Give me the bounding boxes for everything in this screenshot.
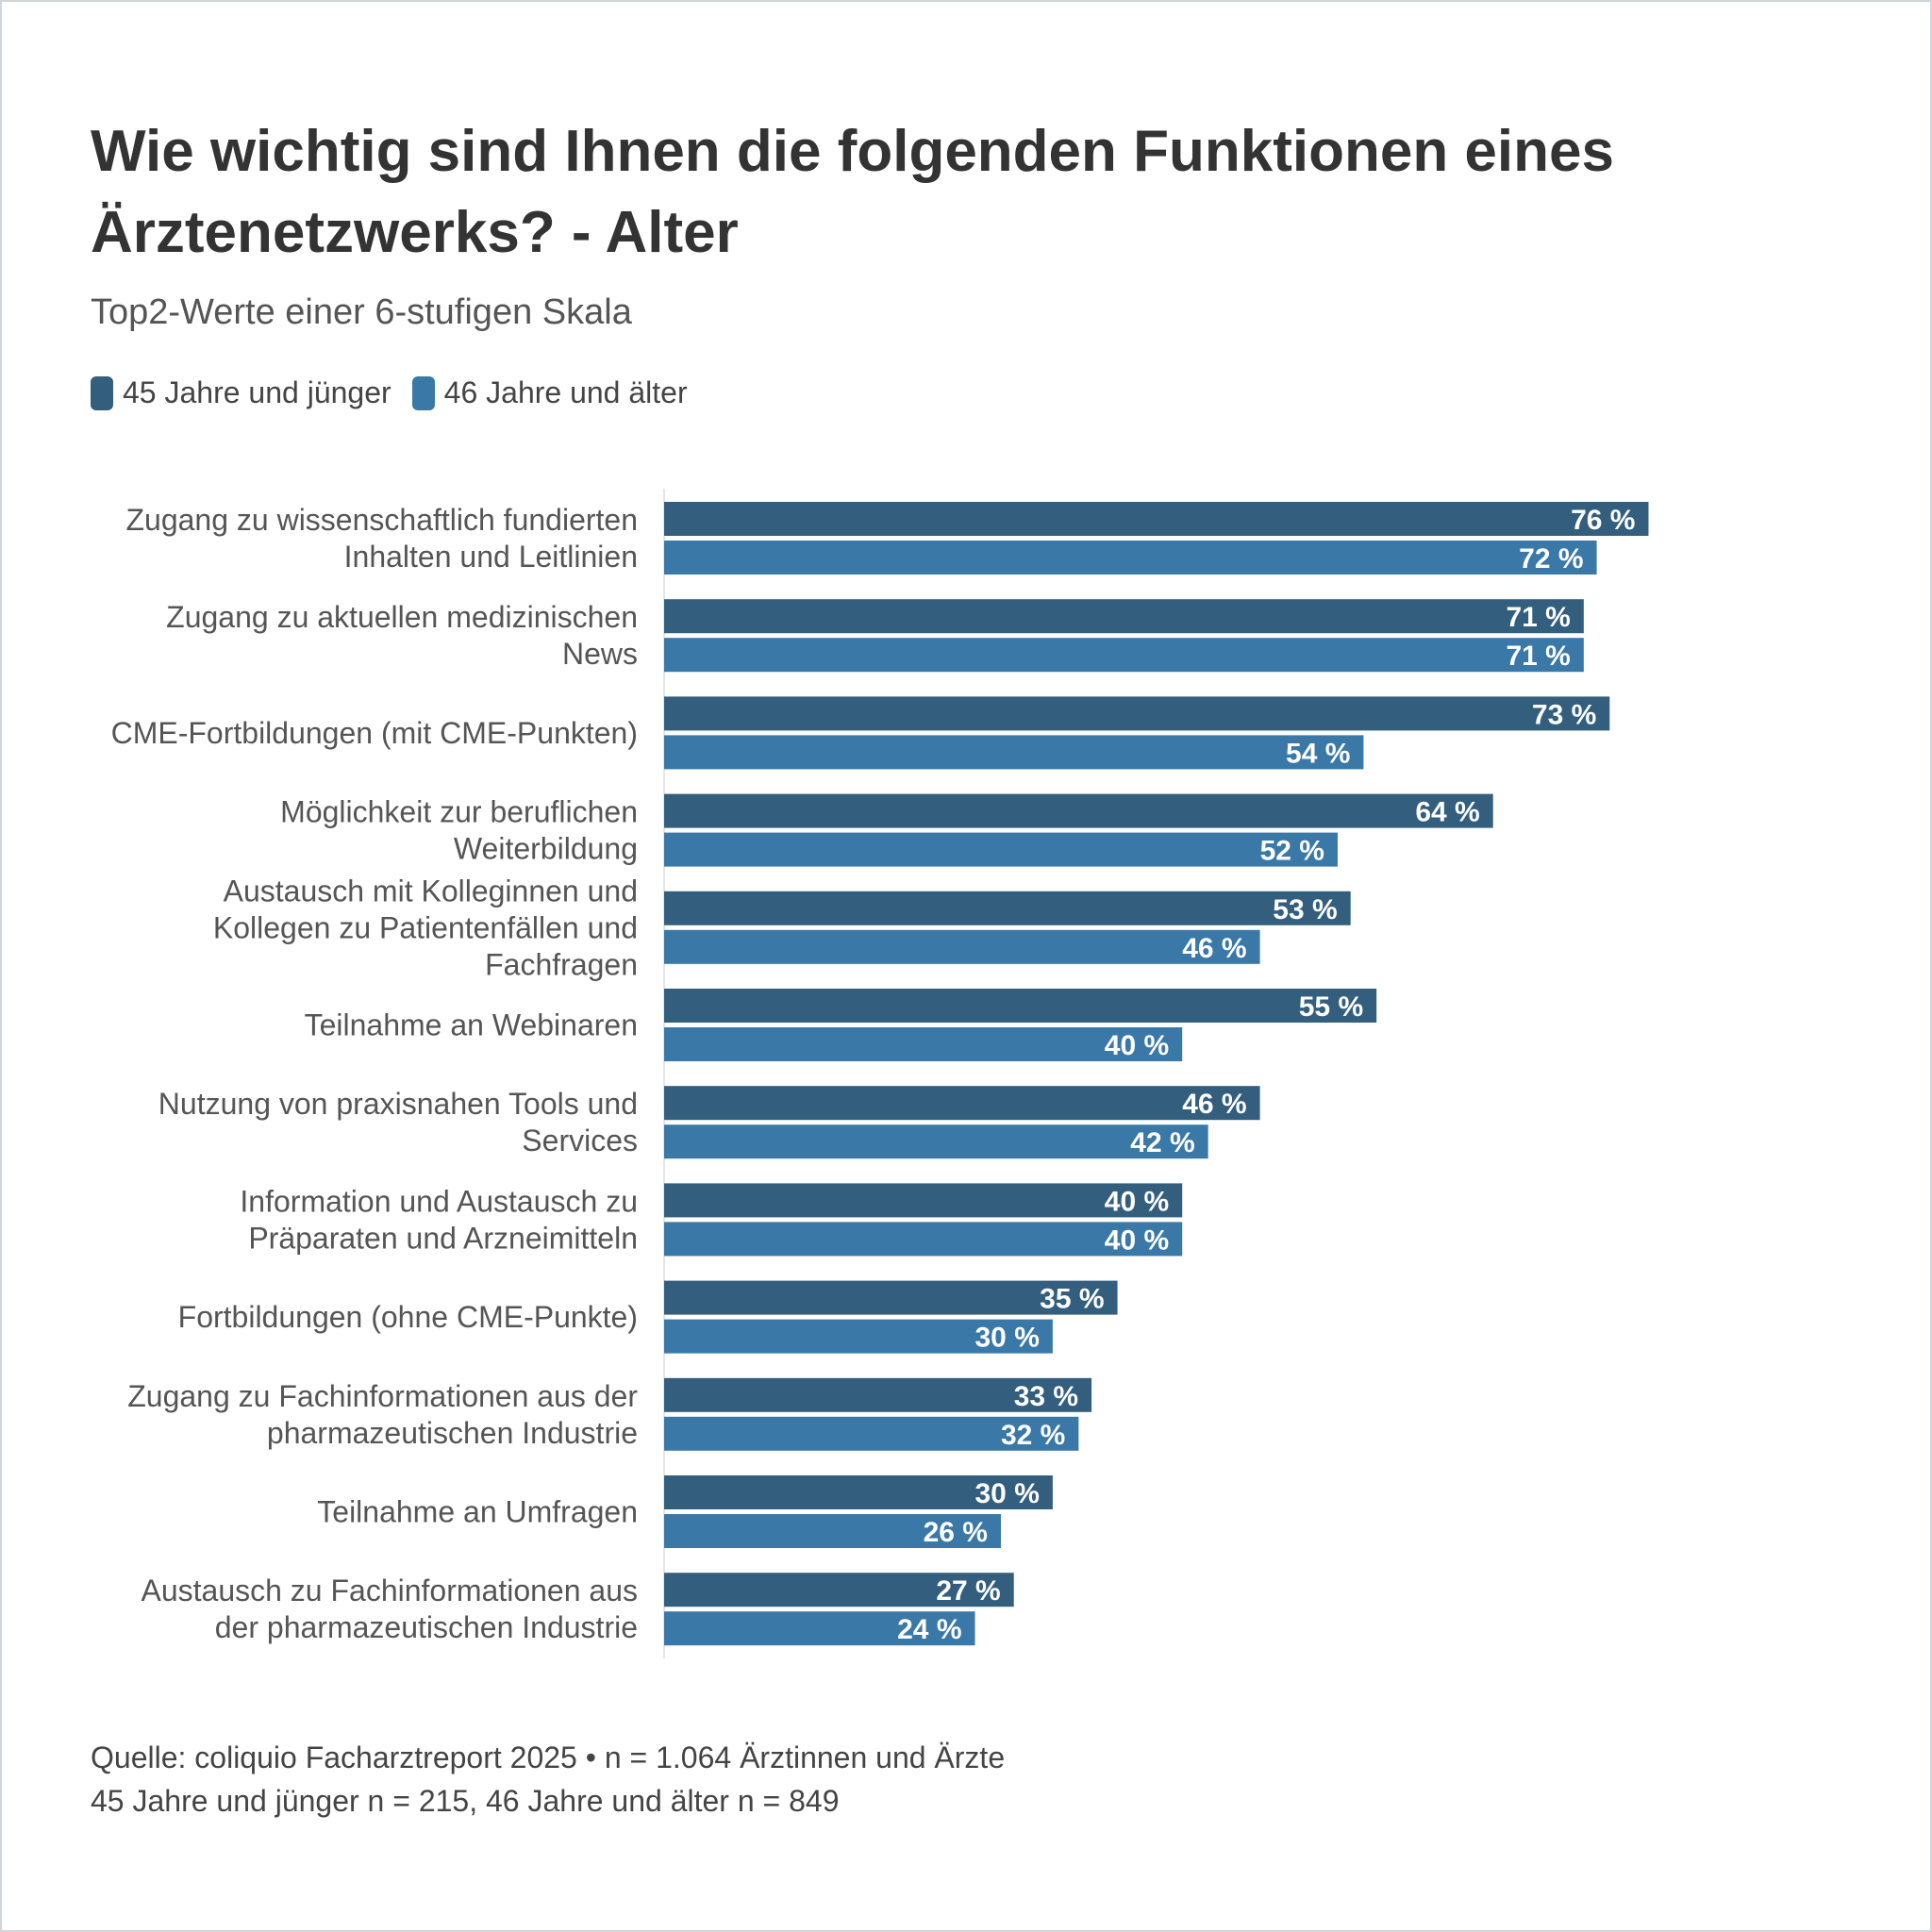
bar-older bbox=[664, 1124, 1208, 1159]
category-label-line: pharmazeutischen Industrie bbox=[267, 1416, 638, 1450]
category-label: Nutzung von praxisnahen Tools und Service… bbox=[158, 1087, 638, 1158]
category-label: Zugang zu wissenschaftlich fundierten Inh… bbox=[125, 503, 638, 574]
category-label-line: Zugang zu Fachinformationen aus der bbox=[127, 1379, 638, 1413]
bar-older bbox=[664, 1611, 975, 1646]
category-label: CME-Fortbildungen (mit CME-Punkten) bbox=[111, 716, 638, 750]
value-label-younger: 46 % bbox=[1182, 1089, 1246, 1120]
value-label-older: 40 % bbox=[1105, 1030, 1169, 1061]
value-label-older: 72 % bbox=[1519, 543, 1583, 575]
bar-younger bbox=[664, 1183, 1183, 1218]
legend-swatch-younger bbox=[91, 375, 113, 410]
category-label-line: Austausch mit Kolleginnen und bbox=[224, 874, 638, 908]
value-label-older: 26 % bbox=[924, 1517, 988, 1548]
category-label-line: Teilnahme an Webinaren bbox=[305, 1008, 638, 1042]
bar-younger bbox=[664, 599, 1584, 634]
category-label: Möglichkeit zur beruflichen Weiterbildung bbox=[280, 795, 638, 866]
bar-younger bbox=[664, 989, 1377, 1023]
value-label-younger: 35 % bbox=[1040, 1284, 1104, 1315]
sample-note: 45 Jahre und jünger n = 215, 46 Jahre un… bbox=[91, 1784, 840, 1818]
value-label-older: 71 % bbox=[1506, 641, 1570, 672]
bar-older bbox=[664, 541, 1597, 575]
bar-older bbox=[664, 1222, 1183, 1257]
bar-younger bbox=[664, 1377, 1092, 1412]
source-note: Quelle: coliquio Facharztreport 2025 • n… bbox=[91, 1740, 1006, 1774]
bar-chart: Zugang zu wissenschaftlich fundierten Inh… bbox=[111, 489, 1649, 1659]
legend-item-older: 46 Jahre und älter bbox=[411, 375, 688, 410]
chart-subtitle: Top2-Werte einer 6-stufigen Skala bbox=[91, 292, 632, 332]
value-label-older: 46 % bbox=[1182, 933, 1246, 964]
category-label-line: Möglichkeit zur beruflichen bbox=[280, 795, 638, 829]
category-label: Information und Austausch zu Präparaten u… bbox=[240, 1184, 638, 1255]
value-label-younger: 27 % bbox=[936, 1575, 1000, 1607]
bar-younger bbox=[664, 891, 1351, 925]
bar-younger bbox=[664, 696, 1610, 731]
category-label-line: Austausch zu Fachinformationen aus bbox=[141, 1574, 638, 1607]
value-label-older: 40 % bbox=[1105, 1224, 1169, 1256]
value-label-older: 54 % bbox=[1286, 738, 1350, 769]
bar-older bbox=[664, 929, 1260, 964]
category-label: Teilnahme an Webinaren bbox=[305, 1008, 638, 1042]
category-label-line: CME-Fortbildungen (mit CME-Punkten) bbox=[111, 716, 638, 750]
bar-younger bbox=[664, 793, 1493, 828]
chart-title-line-2: Ärztenetzwerks? - Alter bbox=[91, 200, 739, 265]
value-label-younger: 73 % bbox=[1532, 699, 1596, 730]
category-label-line: Zugang zu wissenschaftlich fundierten bbox=[125, 503, 638, 537]
category-label: Zugang zu Fachinformationen aus der pharm… bbox=[127, 1379, 638, 1450]
bar-younger bbox=[664, 1573, 1014, 1607]
value-label-older: 24 % bbox=[897, 1614, 961, 1645]
bar-older bbox=[664, 1319, 1053, 1354]
bar-younger bbox=[664, 1086, 1260, 1121]
chart-title: Wie wichtig sind Ihnen die folgenden Fun… bbox=[91, 111, 1826, 274]
value-label-younger: 33 % bbox=[1014, 1381, 1078, 1412]
value-label-younger: 76 % bbox=[1571, 505, 1635, 536]
category-label-line: Information und Austausch zu bbox=[240, 1184, 638, 1218]
value-label-younger: 40 % bbox=[1105, 1186, 1169, 1217]
category-label-line: Teilnahme an Umfragen bbox=[317, 1495, 638, 1529]
category-label-line: der pharmazeutischen Industrie bbox=[215, 1610, 638, 1644]
value-label-younger: 71 % bbox=[1506, 602, 1570, 633]
category-label: Austausch zu Fachinformationen aus der ph… bbox=[141, 1574, 638, 1644]
bar-older bbox=[664, 735, 1364, 770]
value-label-older: 42 % bbox=[1130, 1127, 1194, 1158]
category-label: Teilnahme an Umfragen bbox=[317, 1495, 638, 1529]
category-label-line: Fachfragen bbox=[485, 947, 638, 981]
value-label-younger: 30 % bbox=[975, 1478, 1040, 1509]
category-label-line: News bbox=[562, 637, 638, 671]
value-label-older: 32 % bbox=[1001, 1420, 1065, 1451]
category-label: Zugang zu aktuellen medizinischen News bbox=[166, 600, 638, 671]
category-label-line: Services bbox=[522, 1124, 638, 1158]
category-label-line: Nutzung von praxisnahen Tools und bbox=[158, 1087, 638, 1121]
category-label-line: Weiterbildung bbox=[454, 832, 638, 866]
bar-older bbox=[664, 638, 1584, 673]
category-label-line: Präparaten und Arzneimitteln bbox=[248, 1221, 638, 1255]
category-label-line: Zugang zu aktuellen medizinischen bbox=[166, 600, 638, 634]
legend-swatch-older bbox=[411, 375, 435, 410]
category-label: Austausch mit Kolleginnen und Kollegen zu… bbox=[213, 874, 638, 981]
value-label-younger: 64 % bbox=[1415, 797, 1479, 828]
value-label-younger: 53 % bbox=[1273, 894, 1337, 925]
category-label-line: Kollegen zu Patientenfällen und bbox=[213, 910, 638, 944]
bar-younger bbox=[664, 1280, 1118, 1315]
category-label-line: Inhalten und Leitlinien bbox=[344, 540, 638, 574]
bar-older bbox=[664, 1416, 1079, 1451]
value-label-older: 30 % bbox=[975, 1323, 1040, 1354]
bar-older bbox=[664, 1027, 1183, 1061]
legend-label-older: 46 Jahre und älter bbox=[443, 375, 688, 409]
category-label: Fortbildungen (ohne CME-Punkte) bbox=[178, 1300, 638, 1334]
legend-label-younger: 45 Jahre und jünger bbox=[123, 375, 391, 409]
bar-younger bbox=[664, 502, 1649, 536]
chart-title-line-1: Wie wichtig sind Ihnen die folgenden Fun… bbox=[91, 119, 1614, 184]
value-label-younger: 55 % bbox=[1299, 991, 1363, 1023]
bar-older bbox=[664, 1514, 1001, 1548]
bar-older bbox=[664, 832, 1338, 867]
value-label-older: 52 % bbox=[1260, 836, 1324, 867]
bar-younger bbox=[664, 1475, 1053, 1509]
chart-footer: Quelle: coliquio Facharztreport 2025 • n… bbox=[91, 1736, 1005, 1823]
legend-item-younger: 45 Jahre und jünger bbox=[91, 375, 391, 410]
legend: 45 Jahre und jünger 46 Jahre und älter bbox=[91, 375, 708, 410]
category-label-line: Fortbildungen (ohne CME-Punkte) bbox=[178, 1300, 638, 1334]
